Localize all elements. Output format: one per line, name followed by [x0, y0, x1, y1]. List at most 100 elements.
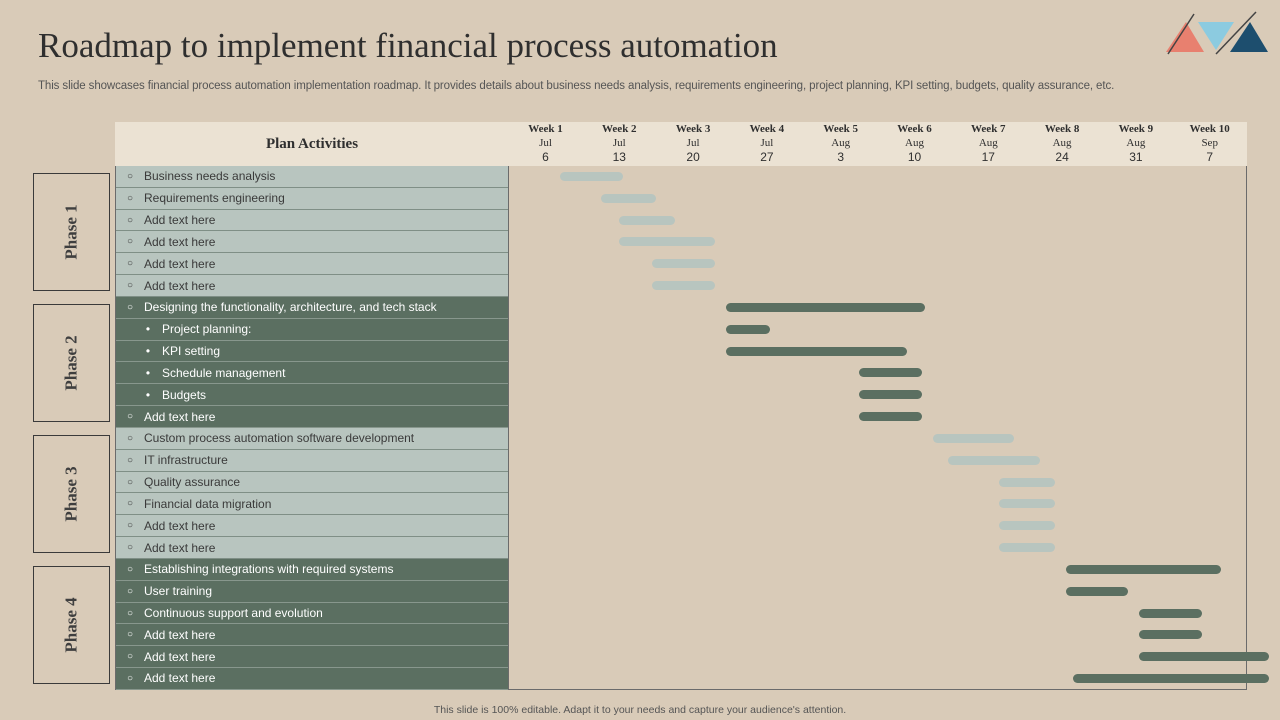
week-day: 13 — [612, 150, 626, 164]
week-header: Week 10 Sep 7 — [1173, 122, 1247, 166]
bullet-icon: ○ — [126, 563, 134, 575]
week-day: 17 — [981, 150, 995, 164]
gantt-bar — [1139, 652, 1269, 662]
activity-label: Add text here — [144, 234, 216, 249]
bullet-icon: ○ — [126, 585, 134, 597]
week-label: Week 8 — [1044, 123, 1080, 135]
bullet-icon: ○ — [126, 607, 134, 619]
bullet-icon: ○ — [126, 672, 134, 684]
gantt-bar — [652, 281, 716, 291]
week-label: Week 10 — [1189, 123, 1230, 135]
activity-row: ○ Add text here — [116, 253, 508, 276]
gantt-bar — [1139, 630, 1203, 640]
activity-label: Schedule management — [162, 365, 286, 380]
bullet-icon: ○ — [126, 629, 134, 641]
gantt-bar — [999, 477, 1055, 487]
activity-label: Add text here — [144, 409, 216, 424]
bullet-icon: ○ — [126, 258, 134, 270]
activity-label: Add text here — [144, 213, 216, 228]
bullet-icon: ○ — [126, 192, 134, 204]
phase-label: Phase 1 — [61, 204, 81, 260]
gantt-bar — [947, 455, 1040, 465]
activity-row: ○ Add text here — [116, 624, 508, 647]
activity-label: Add text here — [144, 627, 216, 642]
week-header: Week 1 Jul 6 — [509, 122, 583, 166]
week-month: Jul — [612, 137, 626, 149]
activity-row: ○ Continuous support and evolution — [116, 602, 508, 625]
week-label: Week 5 — [823, 123, 858, 135]
activity-label: Business needs analysis — [144, 169, 276, 184]
activity-row: ○ Financial data migration — [116, 493, 508, 516]
week-day: 3 — [837, 150, 845, 164]
activity-row: • KPI setting — [116, 340, 508, 363]
activity-row: • Schedule management — [116, 362, 508, 385]
week-day: 24 — [1055, 150, 1069, 164]
activity-row: ○ Designing the functionality, architectu… — [116, 296, 508, 319]
activity-row: ○ Add text here — [116, 668, 508, 690]
activity-row: ○ Add text here — [116, 515, 508, 538]
bullet-icon: • — [145, 322, 151, 337]
week-day: 31 — [1129, 150, 1143, 164]
week-month: Aug — [978, 137, 998, 149]
week-label: Week 9 — [1118, 123, 1154, 135]
bullet-icon: ○ — [126, 214, 134, 226]
gantt-bar — [619, 237, 716, 247]
bullet-icon: ○ — [126, 432, 134, 444]
week-header: Week 7 Aug 17 — [951, 122, 1025, 166]
gantt-bar — [1065, 564, 1221, 574]
activity-row: ○ Requirements engineering — [116, 187, 508, 210]
week-month: Aug — [1126, 137, 1146, 149]
week-label: Week 2 — [602, 123, 637, 135]
table-header — [115, 122, 1247, 166]
gantt-bar — [619, 215, 675, 225]
activity-row: ○ Add text here — [116, 406, 508, 428]
activity-row: ○ Add text here — [116, 537, 508, 559]
gantt-bar — [999, 543, 1055, 553]
gantt-bar — [560, 171, 623, 181]
gantt-bar — [600, 193, 657, 203]
week-label: Week 6 — [897, 123, 932, 135]
activity-label: IT infrastructure — [144, 453, 228, 468]
activity-row: • Budgets — [116, 384, 508, 407]
week-month: Aug — [905, 137, 924, 149]
phase-label-box: Phase 4 — [33, 565, 110, 684]
page-title: Roadmap to implement financial process a… — [38, 26, 778, 65]
activity-label: Requirements engineering — [144, 191, 285, 206]
week-month: Aug — [831, 137, 851, 149]
week-day: 10 — [907, 150, 922, 164]
week-day: 27 — [760, 150, 774, 164]
activity-label: Continuous support and evolution — [144, 606, 323, 620]
gantt-bar — [1073, 674, 1269, 683]
activity-row: ○ Add text here — [116, 231, 508, 254]
gantt-bar — [726, 302, 926, 312]
bullet-icon: ○ — [126, 454, 134, 466]
activity-row: • Project planning: — [116, 318, 508, 341]
week-month: Jul — [539, 137, 552, 149]
bullet-icon: ○ — [126, 170, 134, 182]
week-day: 6 — [542, 150, 549, 164]
table-divider — [508, 166, 509, 690]
activity-label: User training — [144, 584, 213, 599]
week-header: Week 4 Jul 27 — [730, 122, 804, 166]
activity-label: Add text here — [144, 518, 216, 533]
phase-label: Phase 3 — [61, 466, 81, 522]
phase-label: Phase 4 — [61, 597, 81, 653]
bullet-icon: • — [145, 365, 151, 380]
week-header: Week 6 Aug 10 — [878, 122, 952, 166]
gantt-bar — [999, 499, 1055, 509]
activity-label: Establishing integrations with required … — [144, 562, 394, 577]
gantt-bar — [999, 521, 1055, 531]
activity-label: Quality assurance — [144, 475, 241, 490]
activity-label: Add text here — [144, 671, 216, 686]
bullet-icon: ○ — [126, 280, 134, 292]
roadmap-table — [115, 166, 1247, 690]
week-month: Sep — [1201, 137, 1218, 149]
activity-row: ○ User training — [116, 580, 508, 603]
week-header: Week 8 Aug 24 — [1025, 122, 1099, 166]
bullet-icon: ○ — [126, 411, 134, 423]
gantt-bar — [1139, 608, 1203, 618]
phase-label: Phase 2 — [61, 335, 81, 391]
phase-label-box: Phase 2 — [33, 303, 110, 422]
week-month: Jul — [760, 137, 774, 149]
gantt-bar — [859, 368, 922, 378]
